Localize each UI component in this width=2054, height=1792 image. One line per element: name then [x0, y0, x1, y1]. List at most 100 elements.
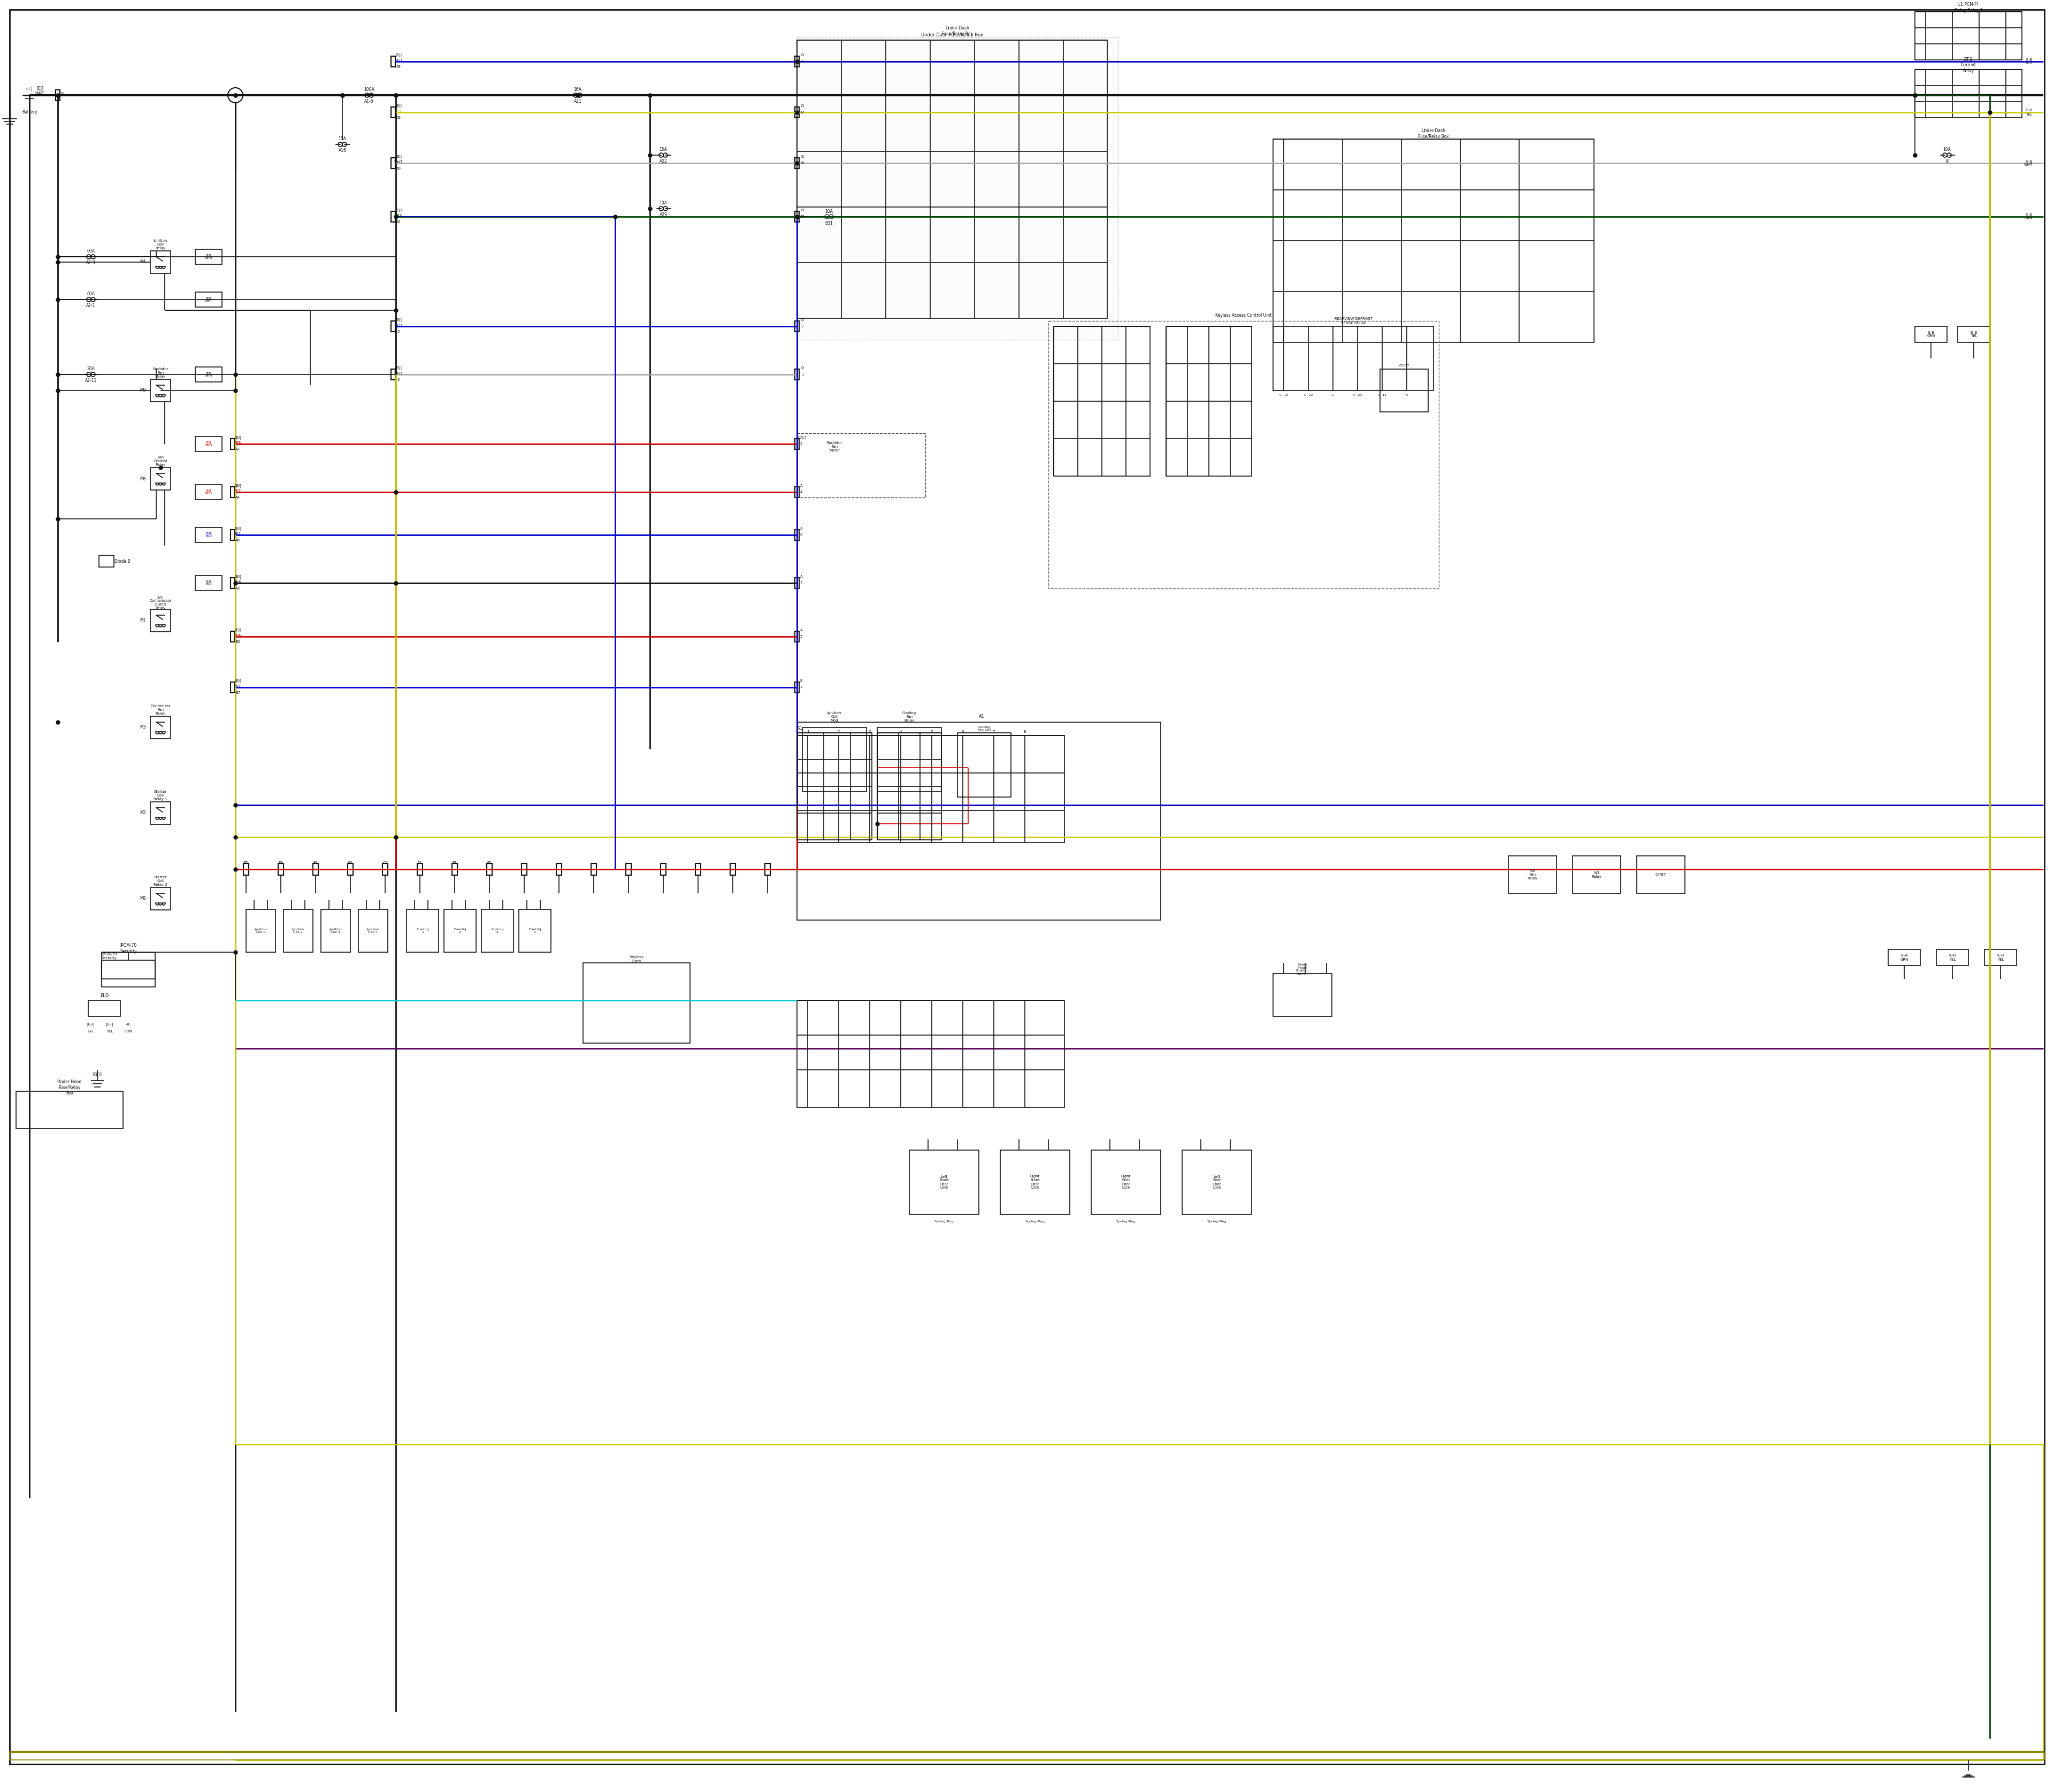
Text: IE-B
GRN: IE-B GRN — [2025, 213, 2033, 220]
Text: [EJ]: [EJ] — [234, 484, 240, 487]
Text: WHT: WHT — [394, 371, 403, 375]
Text: Spring Plug: Spring Plug — [935, 1220, 953, 1224]
Bar — [764, 864, 770, 874]
Text: C: C — [1331, 394, 1335, 396]
Text: 15A: 15A — [339, 136, 347, 142]
Bar — [1573, 857, 1621, 894]
Text: BLU: BLU — [234, 685, 242, 688]
Text: [EJ]: [EJ] — [394, 54, 403, 57]
Text: Starter
Coil
Relay 2: Starter Coil Relay 2 — [154, 876, 166, 887]
Text: A: A — [799, 527, 803, 530]
Text: IE-B
WHT: IE-B WHT — [2023, 159, 2033, 167]
Bar — [390, 211, 394, 222]
Text: Ignition
Coil 1: Ignition Coil 1 — [255, 928, 267, 934]
Bar — [797, 38, 1117, 340]
Text: 8: 8 — [1023, 729, 1027, 733]
Text: Brake
Pedal
Position
Switch: Brake Pedal Position Switch — [1296, 964, 1308, 975]
Text: M3: M3 — [140, 726, 146, 729]
Text: 6: 6 — [961, 729, 963, 733]
Text: Fan
Control
Relay: Fan Control Relay — [154, 455, 166, 466]
Bar — [481, 909, 514, 952]
Bar — [795, 530, 799, 539]
Text: Keyless Access Control Unit: Keyless Access Control Unit — [1216, 314, 1271, 317]
Bar — [390, 369, 394, 380]
Text: [EJ]: [EJ] — [234, 575, 240, 579]
Text: Left
Rear
Door
Lock: Left Rear Door Lock — [1212, 1176, 1222, 1190]
Bar — [382, 864, 388, 874]
Text: A/C
Compressor
Clutch
Relay: A/C Compressor Clutch Relay — [150, 595, 173, 609]
Bar — [803, 728, 867, 792]
Text: 59: 59 — [396, 116, 401, 120]
Bar — [195, 527, 222, 543]
Bar — [390, 321, 394, 332]
Bar — [877, 728, 941, 792]
Bar — [797, 722, 1161, 919]
Bar — [452, 864, 458, 874]
Text: P2: P2 — [244, 862, 249, 864]
Bar — [16, 1091, 123, 1129]
Text: Ignition
Coil 4: Ignition Coil 4 — [366, 928, 380, 934]
Bar — [283, 909, 312, 952]
Bar — [390, 158, 394, 168]
Text: B: B — [1945, 159, 1949, 163]
Text: BLU: BLU — [394, 324, 403, 326]
Bar — [877, 733, 941, 840]
Bar — [347, 864, 353, 874]
Text: 59: 59 — [396, 65, 401, 68]
Bar — [795, 321, 799, 332]
Bar — [661, 864, 665, 874]
Text: C  10: C 10 — [1280, 394, 1288, 396]
Bar — [150, 887, 170, 910]
Text: 10A: 10A — [659, 201, 668, 206]
Text: 6: 6 — [801, 534, 803, 536]
Text: A1-6: A1-6 — [364, 99, 374, 104]
Text: A: A — [799, 484, 803, 487]
Bar — [150, 609, 170, 633]
Bar — [626, 864, 631, 874]
Bar — [150, 801, 170, 824]
Text: YEL: YEL — [394, 109, 403, 113]
Text: Spring Plug: Spring Plug — [1025, 1220, 1045, 1224]
Text: 20A: 20A — [86, 367, 94, 371]
Bar — [795, 369, 799, 380]
Text: CRN: CRN — [125, 1030, 131, 1032]
Text: WHT: WHT — [35, 91, 45, 97]
Text: C1: C1 — [382, 862, 388, 864]
Text: W1
Relay: W1 Relay — [1592, 871, 1602, 878]
Bar — [312, 864, 318, 874]
Bar — [88, 1000, 121, 1016]
Text: A: A — [799, 575, 803, 579]
Text: [EJ]: [EJ] — [394, 104, 403, 108]
Text: A: A — [1405, 394, 1407, 396]
Text: BLU: BLU — [234, 532, 242, 536]
Bar — [592, 864, 596, 874]
Text: [EJ]
RED: [EJ] RED — [205, 489, 212, 495]
Bar — [242, 864, 249, 874]
Text: BRN: BRN — [234, 634, 242, 638]
Text: D: D — [801, 156, 803, 158]
Bar — [795, 321, 799, 332]
Bar — [150, 380, 170, 401]
Text: L1 PCM-FI
Delay Relay 1: L1 PCM-FI Delay Relay 1 — [1953, 2, 1982, 13]
Text: A1: A1 — [797, 726, 803, 731]
Bar — [797, 735, 1064, 842]
Text: Starter
Coil
Relay 1: Starter Coil Relay 1 — [154, 790, 166, 801]
Bar — [1957, 326, 1990, 342]
Bar — [1888, 950, 1920, 966]
Text: 4: 4 — [801, 491, 803, 495]
Bar — [390, 108, 394, 118]
Text: 15A: 15A — [659, 147, 668, 152]
Bar — [795, 631, 799, 642]
Bar — [1273, 973, 1331, 1016]
Text: 1: 1 — [29, 104, 31, 108]
Bar — [910, 1150, 980, 1215]
Text: M2: M2 — [140, 810, 146, 815]
Text: B5: B5 — [236, 640, 240, 643]
Bar — [195, 437, 222, 452]
Bar — [795, 56, 799, 66]
Bar — [795, 158, 799, 168]
Text: D: D — [801, 104, 803, 108]
Text: [EJ]: [EJ] — [394, 319, 403, 323]
Text: 7: 7 — [801, 686, 803, 688]
Text: D: D — [801, 208, 803, 211]
